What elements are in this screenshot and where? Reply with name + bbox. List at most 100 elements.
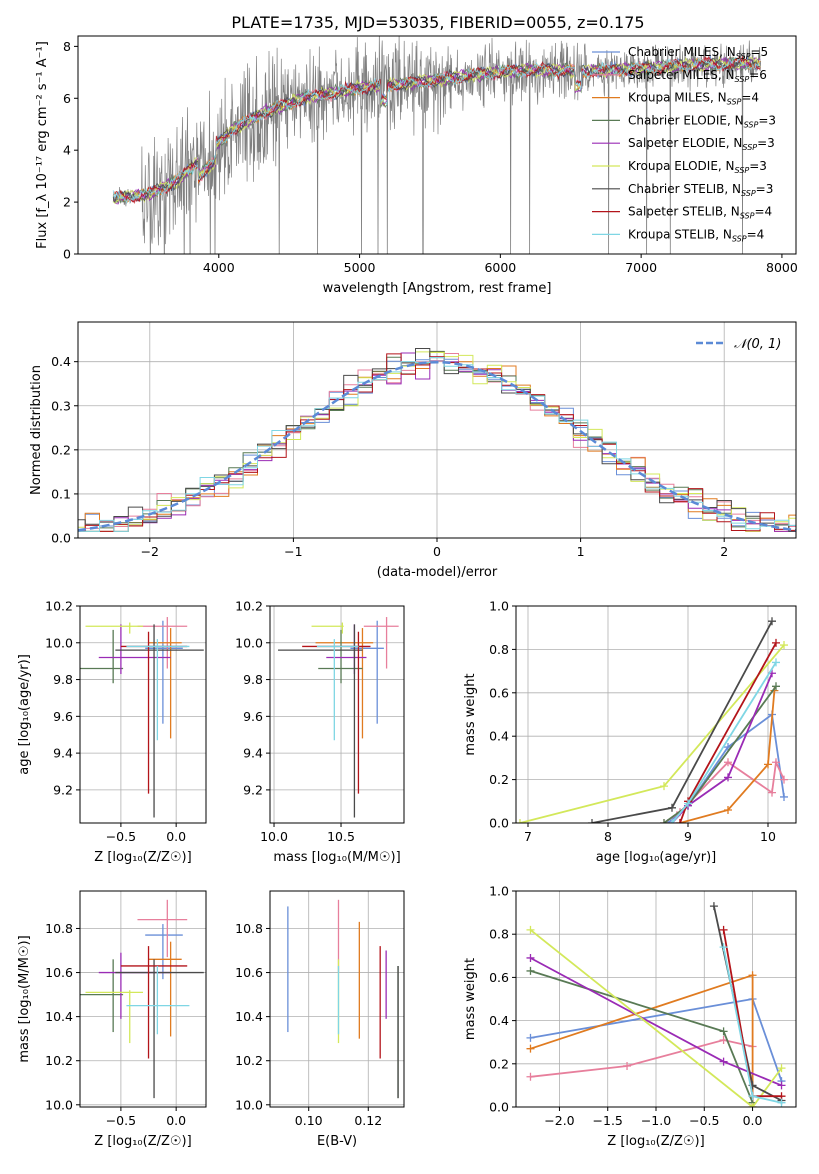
- x-tick-label: 0.0: [743, 1113, 763, 1128]
- mass-weight-point: [768, 788, 776, 797]
- y-tick-label: 6: [63, 91, 71, 106]
- x-tick-label: 4000: [203, 260, 235, 275]
- y-tick-label: 0.8: [489, 642, 509, 657]
- x-axis-label: Z [log₁₀(Z/Z☉)]: [94, 850, 191, 865]
- axes-frame: [269, 605, 405, 824]
- mass-weight-point: [526, 1072, 535, 1081]
- y-axis-label: mass weight: [463, 958, 478, 1040]
- x-tick-label: 10.5: [327, 829, 355, 844]
- y-tick-label: 9.4: [53, 746, 73, 761]
- mass-weight-point: [768, 617, 776, 626]
- spectrum-panel: 4000 5000 6000 7000 8000 0 2 4 6 8 wavelength [Ang…: [35, 35, 798, 296]
- x-tick-label: −1.5: [593, 1113, 623, 1128]
- y-tick-label: 0.3: [51, 398, 71, 413]
- y-tick-label: 0.6: [489, 685, 509, 700]
- y-tick-label: 10.8: [235, 921, 263, 936]
- x-tick-label: 0.10: [295, 1113, 323, 1128]
- model-spectrum-line: [112, 56, 761, 204]
- mass-weight-point: [668, 803, 676, 812]
- y-tick-label: 10.2: [235, 1053, 263, 1068]
- y-tick-label: 1.0: [489, 599, 509, 614]
- axes-frame-group: 0.10 0.12 10.0 10.2 10.4 10.6 10.8 E(B-V): [235, 890, 405, 1149]
- legend-label: Kroupa MILES, NSSP=4: [628, 91, 759, 107]
- axes-frame-group: 7 8 9 10 0.0 0.2 0.4 0.6 0.8 1.0 age [log₁₀(age/yr…: [463, 599, 797, 865]
- x-axis-label: E(B-V): [317, 1134, 357, 1149]
- legend-label: Kroupa ELODIE, NSSP=3: [628, 159, 767, 175]
- mass-weight-line: [663, 758, 785, 823]
- x-tick-label: 0: [433, 544, 441, 559]
- y-tick-label: 10.6: [45, 965, 73, 980]
- y-tick-label: 0: [63, 247, 71, 262]
- y-tick-label: 10.6: [235, 965, 263, 980]
- mass-weight-line: [663, 685, 777, 823]
- x-tick-label: 7000: [625, 260, 657, 275]
- age-vs-metallicity-panel: −0.5 0.0 9.2 9.4 9.6 9.8 10.0 10.2 Z [log₁₀(Z/Z☉…: [17, 599, 207, 865]
- axes-frame: [515, 605, 797, 824]
- normal-distribution-curve: [78, 360, 796, 532]
- model-spectrum-line: [112, 56, 761, 205]
- mass-weight-point: [724, 805, 732, 814]
- x-tick-label: 8: [604, 829, 612, 844]
- legend-label: Salpeter MILES, NSSP=6: [628, 68, 767, 84]
- y-tick-label: 0.2: [489, 1056, 509, 1071]
- axes-frame-group: 10.0 10.5 9.2 9.4 9.6 9.8 10.0 10.2 mass [log₁₀(…: [235, 599, 405, 865]
- x-tick-label: 7: [524, 829, 532, 844]
- mass-weight-line: [530, 1039, 753, 1078]
- mass-weight-point: [780, 792, 788, 801]
- x-axis-label: Z [log₁₀(Z/Z☉)]: [94, 1134, 191, 1149]
- legend-label: Salpeter STELIB, NSSP=4: [628, 205, 772, 221]
- y-axis-label: mass [log₁₀(M/M☉)]: [17, 935, 32, 1062]
- mass-weight-point: [526, 953, 535, 962]
- y-tick-label: 9.2: [243, 782, 263, 797]
- x-tick-label: −1: [284, 544, 302, 559]
- mass-weight-point: [719, 943, 728, 952]
- spectrum-legend: Chabrier MILES, NSSP=5 Salpeter MILES, NS…: [592, 45, 776, 243]
- mass-vs-ebv-panel: 0.10 0.12 10.0 10.2 10.4 10.6 10.8 E(B-V): [235, 890, 405, 1149]
- residual-histogram-line: [78, 357, 796, 532]
- x-tick-label: −0.5: [689, 1113, 719, 1128]
- mass-weight-line: [591, 620, 773, 823]
- x-tick-label: −2.0: [544, 1113, 574, 1128]
- x-tick-label: 10.0: [260, 829, 288, 844]
- x-tick-label: 1: [577, 544, 585, 559]
- spectrum-title: PLATE=1735, MJD=53035, FIBERID=0055, z=0…: [231, 13, 644, 32]
- y-axis-label: Flux [f_λ 10⁻¹⁷ erg cm⁻² s⁻¹ A⁻¹]: [35, 41, 50, 249]
- mass-weight-point: [719, 1027, 728, 1036]
- plot-area: [112, 36, 762, 254]
- mass-weight-point: [660, 819, 668, 823]
- model-spectrum-line: [112, 55, 761, 203]
- age-vs-mass-panel: 10.0 10.5 9.2 9.4 9.6 9.8 10.0 10.2 mass [log₁₀(…: [235, 599, 405, 865]
- legend-label: Kroupa STELIB, NSSP=4: [628, 227, 764, 243]
- x-tick-label: 0.12: [354, 1113, 382, 1128]
- y-tick-label: 9.6: [53, 709, 73, 724]
- mass-weight-point: [777, 1098, 786, 1107]
- mass-weight-point: [724, 758, 732, 767]
- y-tick-label: 0.2: [51, 442, 71, 457]
- mass-weight-point: [719, 925, 728, 934]
- mass-weight-point: [724, 773, 732, 782]
- normal-legend-label: 𝒩(0, 1): [734, 337, 781, 352]
- y-tick-label: 0.0: [51, 531, 71, 546]
- mass-weight-point: [676, 819, 684, 823]
- mass-weight-point: [780, 641, 788, 650]
- y-tick-label: 0.0: [489, 816, 509, 831]
- y-axis-label: mass weight: [463, 673, 478, 755]
- axes-frame: [79, 605, 207, 824]
- y-tick-label: 10.0: [45, 1097, 73, 1112]
- axes-frame-group: −0.5 0.0 10.0 10.2 10.4 10.6 10.8 Z [log₁₀(Z/Z☉…: [17, 890, 207, 1149]
- model-spectrum-line: [112, 55, 761, 204]
- x-tick-label: 0.0: [166, 829, 186, 844]
- x-tick-label: −0.5: [106, 829, 136, 844]
- mass-weight-point: [668, 819, 676, 823]
- y-tick-label: 4: [63, 143, 71, 158]
- y-tick-label: 0.4: [489, 1013, 509, 1028]
- axes-frame: [79, 890, 207, 1108]
- y-tick-label: 0.4: [51, 354, 71, 369]
- y-tick-label: 10.2: [45, 599, 73, 614]
- mass-weight-point: [772, 658, 780, 667]
- mass-weight-point: [516, 819, 524, 823]
- y-tick-label: 2: [63, 195, 71, 210]
- mass-vs-metallicity-panel: −0.5 0.0 10.0 10.2 10.4 10.6 10.8 Z [log₁₀(Z/Z☉…: [17, 890, 207, 1149]
- mass-weight-point: [526, 966, 535, 975]
